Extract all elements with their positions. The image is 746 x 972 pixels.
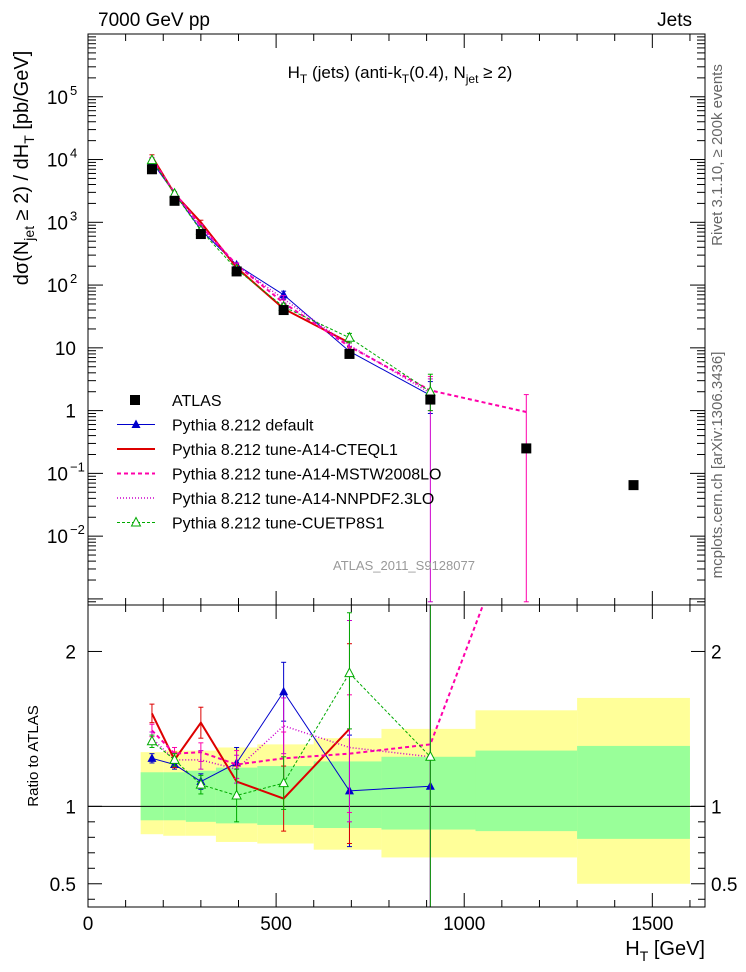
analysis-id-label: ATLAS_2011_S9128077 (333, 558, 475, 573)
legend-label: Pythia 8.212 tune-A14-CTEQL1 (172, 442, 398, 459)
main-series-line (151, 158, 431, 394)
ratio-band-green (475, 750, 578, 832)
rivet-version-label: Rivet 3.1.10, ≥ 200k events (709, 64, 726, 246)
main-series (149, 157, 433, 603)
ratio-series-point (425, 750, 436, 761)
main-y-tick-exponent: −2 (70, 522, 85, 537)
main-y-tick-label: 1 (65, 402, 76, 423)
ratio-y-tick-label: 1 (65, 797, 76, 818)
ratio-band-green (313, 761, 382, 829)
atlas-data-point (425, 394, 436, 405)
atlas-data-point (231, 266, 242, 277)
main-y-axis-label: dσ(Njet ≥ 2) / dHT [pb/GeV] (11, 51, 37, 286)
ratio-series-point (344, 667, 355, 678)
ratio-y-axis-label: Ratio to ATLAS (25, 705, 42, 806)
header-energy-label: 7000 GeV pp (98, 10, 210, 31)
ratio-series-point (279, 686, 289, 696)
legend-label: Pythia 8.212 tune-CUETP8S1 (172, 516, 385, 533)
main-y-tick-exponent: 5 (70, 83, 77, 98)
main-series (149, 156, 529, 603)
main-series-line (151, 158, 527, 413)
ratio-panel: 0.5 0.5 1 1 2 2 0 500 1000 1500 Ratio to ATLAS H… (25, 604, 737, 964)
legend-label: Pythia 8.212 default (172, 418, 314, 435)
main-series (147, 156, 435, 414)
legend-atlas-marker (130, 395, 140, 405)
ratio-series-point (147, 753, 157, 762)
main-series (146, 154, 436, 412)
ratio-series-point (146, 735, 158, 746)
ratio-y-tick-label-right: 2 (711, 642, 722, 663)
main-series-line (151, 161, 431, 396)
x-axis-label: HT [GeV] (625, 938, 705, 964)
atlas-data-point (278, 305, 289, 316)
main-series-point (425, 385, 436, 396)
main-y-tick-label: 10 (47, 151, 68, 172)
x-tick-label: 500 (260, 914, 292, 935)
ratio-series (146, 604, 436, 908)
ratio-frame (87, 604, 706, 908)
ratio-y-tick-label-right: 0.5 (711, 875, 737, 896)
legend-marker (131, 419, 141, 428)
atlas-data-point (344, 348, 355, 359)
ratio-plot-content (88, 604, 705, 908)
ratio-y-tick-label-right: 1 (711, 797, 722, 818)
ratio-series-line (151, 605, 484, 766)
ratio-series-point (195, 778, 207, 789)
atlas-data-point (521, 443, 532, 454)
legend: ATLAS Pythia 8.212 default Pythia 8.212 tu… (117, 393, 441, 533)
x-tick-label: 1500 (631, 914, 673, 935)
atlas-data-point (169, 195, 180, 206)
ratio-series-point (278, 777, 289, 788)
x-tick-label: 0 (83, 914, 94, 935)
ratio-band-green (577, 745, 690, 839)
main-y-tick-exponent: −1 (70, 459, 85, 474)
ratio-y-tick-label: 0.5 (50, 875, 76, 896)
main-y-tick-label: 10 (55, 339, 76, 360)
main-x-ticks (87, 34, 691, 605)
main-series (149, 154, 352, 349)
atlas-data-point (195, 229, 206, 240)
main-series-point (146, 154, 158, 165)
legend-marker (130, 516, 142, 527)
atlas-data-point (146, 164, 157, 175)
legend-label: ATLAS (172, 393, 222, 410)
main-series-line (151, 159, 431, 393)
main-y-tick-label: 10 (47, 464, 68, 485)
legend-label: Pythia 8.212 tune-A14-NNPDF2.3LO (172, 491, 434, 508)
main-title: HT (jets) (anti-kT(0.4), Njet ≥ 2) (288, 63, 513, 86)
main-y-tick-exponent: 4 (70, 146, 77, 161)
header-process-label: Jets (657, 10, 692, 31)
ratio-band-green (140, 772, 164, 821)
ratio-series-line (151, 712, 351, 800)
ratio-y-tick-label: 2 (65, 642, 76, 663)
x-tick-label: 1000 (443, 914, 485, 935)
main-series-point (279, 289, 289, 299)
ratio-series-point (169, 753, 180, 764)
mcplots-credit-label: mcplots.cern.ch [arXiv:1306.3436] (709, 352, 726, 579)
main-y-tick-label: 10 (47, 213, 68, 234)
atlas-data-point (628, 480, 639, 491)
main-y-tick-exponent: 3 (70, 208, 77, 223)
main-y-tick-label: 10 (47, 276, 68, 297)
main-y-tick-exponent: 2 (70, 271, 77, 286)
main-y-tick-label: 10 (47, 88, 68, 109)
main-plot-content (146, 154, 639, 603)
main-series-point (344, 331, 355, 342)
main-y-tick-label: 10 (47, 527, 68, 548)
ratio-x-axis: 0 500 1000 1500 (83, 605, 691, 935)
main-series-line (151, 155, 350, 344)
ratio-series-point (231, 789, 242, 800)
ratio-y-axis: 0.5 0.5 1 1 2 2 (50, 642, 737, 900)
ratio-band-green (163, 772, 186, 821)
ratio-band-green (381, 756, 476, 830)
legend-label: Pythia 8.212 tune-A14-MSTW2008LO (172, 467, 441, 484)
